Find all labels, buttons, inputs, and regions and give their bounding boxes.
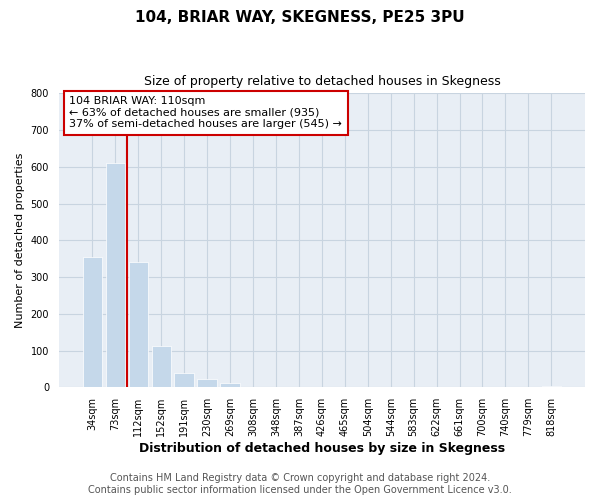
Bar — [220, 382, 240, 388]
Bar — [175, 372, 194, 388]
Bar — [197, 380, 217, 388]
Bar — [83, 257, 102, 388]
Bar — [128, 262, 148, 388]
Bar — [542, 386, 561, 388]
Text: 104 BRIAR WAY: 110sqm
← 63% of detached houses are smaller (935)
37% of semi-det: 104 BRIAR WAY: 110sqm ← 63% of detached … — [70, 96, 342, 130]
Text: Contains HM Land Registry data © Crown copyright and database right 2024.
Contai: Contains HM Land Registry data © Crown c… — [88, 474, 512, 495]
Y-axis label: Number of detached properties: Number of detached properties — [15, 152, 25, 328]
Bar — [152, 346, 171, 388]
Bar — [106, 163, 125, 388]
Title: Size of property relative to detached houses in Skegness: Size of property relative to detached ho… — [143, 75, 500, 88]
X-axis label: Distribution of detached houses by size in Skegness: Distribution of detached houses by size … — [139, 442, 505, 455]
Text: 104, BRIAR WAY, SKEGNESS, PE25 3PU: 104, BRIAR WAY, SKEGNESS, PE25 3PU — [135, 10, 465, 25]
